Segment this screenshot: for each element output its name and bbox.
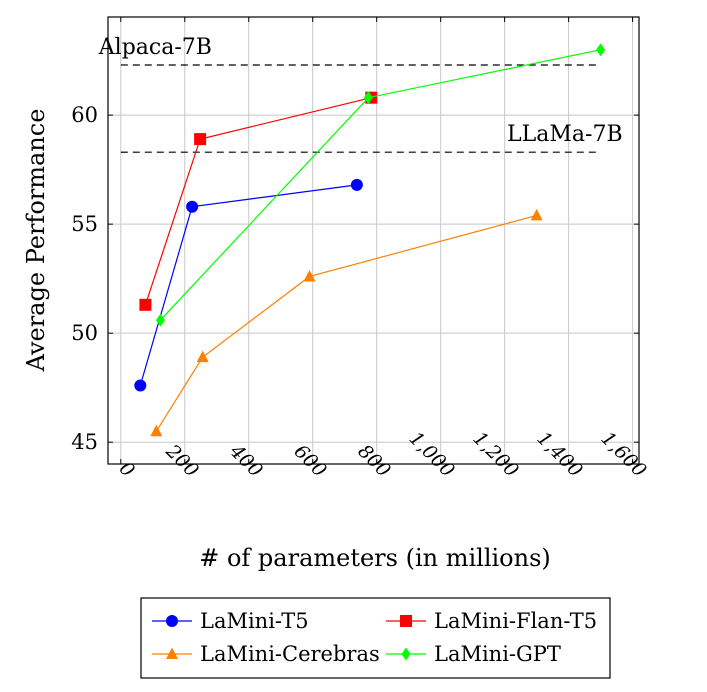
data-point [350,178,363,191]
y-tick-label: 50 [71,321,98,345]
data-point [155,313,165,327]
legend-label: LaMini-T5 [200,609,309,633]
legend-label: LaMini-Cerebras [200,642,380,666]
legend-marker [401,647,411,661]
legend-marker [166,647,178,659]
legend-box [140,597,611,679]
axis-ticks: 0 200 400 600 800 1,000 1,200 1,400 1,600 45 50 55 6… [71,17,651,482]
x-tick-label: 1,200 [469,428,523,482]
reference-line-label: LLaMa-7B [507,122,623,147]
x-axis-label: # of parameters (in millions) [199,544,551,572]
plot-frame [107,16,640,465]
legend-marker [400,615,412,627]
y-tick-label: 55 [71,212,98,236]
data-point [134,379,147,392]
legend-items: LaMini-T5 LaMini-Flan-T5 LaMini-Cerebras La… [152,609,597,666]
x-tick-label: 400 [225,440,267,482]
x-tick-label: 200 [161,440,203,482]
legend-label: LaMini-GPT [434,642,561,666]
series-line [144,97,372,306]
legend-label: LaMini-Flan-T5 [434,609,597,633]
data-point [186,200,199,213]
y-tick-label: 45 [71,430,98,454]
y-axis-label: Average Performance [22,109,50,373]
x-tick-label: 600 [290,440,331,481]
x-tick-label: 0 [115,457,139,481]
data-point [363,91,373,105]
x-tick-label: 1,000 [405,428,459,482]
data-point [303,269,316,282]
grid-lines [108,17,639,464]
data-point [196,350,209,363]
y-tick-label: 60 [71,103,98,127]
data-point [194,133,207,146]
series-line [155,214,537,432]
legend-marker [166,615,178,627]
x-tick-label: 1,400 [533,428,587,482]
reference-line-label: Alpaca-7B [98,35,212,60]
series-layer [134,43,606,437]
x-tick-label: 800 [354,440,395,481]
x-tick-label: 1,600 [597,428,651,482]
data-point [150,424,163,437]
data-point [139,298,152,311]
data-point [596,43,606,57]
reference-lines: Alpaca-7B LLaMa-7B [98,35,623,153]
data-point [530,208,543,221]
legend: LaMini-T5 LaMini-Flan-T5 LaMini-Cerebras La… [140,597,611,679]
series-line [160,49,601,321]
